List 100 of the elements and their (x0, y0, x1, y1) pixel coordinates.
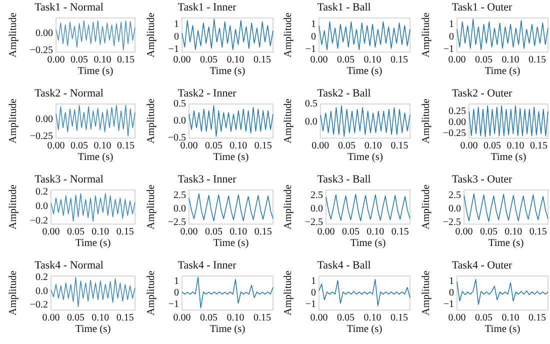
y-tick-label: 0.0 (310, 203, 324, 214)
y-tick-label: 0.00 (36, 28, 54, 39)
chart-title: Task1 - Ball (317, 2, 371, 14)
x-tick-label: 0.15 (116, 54, 134, 66)
y-tick-label: 0.00 (36, 114, 54, 125)
x-tick-label: 0.10 (501, 54, 519, 66)
line-series (56, 104, 136, 136)
line-series (181, 18, 273, 50)
line-series (456, 18, 548, 50)
x-tick-label: 0.10 (226, 54, 244, 66)
x-tick-label: 0.05 (337, 54, 355, 66)
x-tick-label: 0.05 (337, 312, 355, 324)
y-tick-label: −1 (442, 298, 454, 310)
x-axis-title: Time (s) (350, 238, 386, 249)
y-tick-label: 1 (174, 276, 178, 288)
line-series (50, 193, 136, 222)
x-tick-label: 0.10 (364, 140, 382, 152)
x-tick-label: 0.00 (460, 140, 478, 152)
line-series (188, 193, 273, 222)
x-axis-title: Time (s) (484, 324, 520, 335)
x-tick-label: 0.15 (528, 226, 546, 238)
x-tick-label: 0.15 (390, 312, 408, 324)
x-axis-title: Time (s) (212, 152, 249, 163)
y-tick-label: 2.5 (310, 190, 324, 201)
x-tick-label: 0.05 (338, 140, 356, 152)
y-axis-title: Amplitude (8, 184, 19, 230)
x-tick-label: 0.15 (529, 140, 547, 152)
chart-title: Task3 - Normal (34, 174, 104, 186)
x-tick-label: 0.05 (70, 140, 88, 152)
x-axis-title: Time (s) (75, 238, 112, 249)
y-tick-label: 0.25 (448, 106, 466, 118)
x-tick-label: 0.15 (390, 140, 408, 152)
x-tick-label: 0.10 (366, 226, 384, 238)
x-tick-label: 0.05 (342, 226, 360, 238)
y-axis-title: Amplitude (283, 184, 294, 230)
line-series (320, 105, 410, 137)
chart-title: Task1 - Outer (451, 2, 512, 14)
y-tick-label: 1 (311, 18, 316, 30)
y-tick-label: −2.5 (304, 216, 324, 228)
x-tick-label: 0.10 (226, 312, 244, 324)
y-tick-label: 0.2 (36, 186, 48, 198)
chart-title: Task2 - Ball (317, 88, 371, 100)
y-axis-title: Amplitude (283, 12, 294, 58)
y-axis-title: Amplitude (420, 12, 432, 58)
y-tick-label: 0.5 (173, 98, 186, 110)
x-tick-label: 0.10 (92, 312, 110, 324)
x-tick-label: 0.15 (116, 140, 134, 152)
y-tick-label: −0.25 (30, 45, 54, 56)
x-tick-label: 0.05 (200, 54, 218, 66)
line-series (318, 279, 410, 306)
x-axis-title: Time (s) (484, 66, 520, 77)
x-tick-label: 0.10 (364, 54, 382, 66)
x-axis-title: Time (s) (78, 152, 114, 163)
y-axis-title: Amplitude (146, 184, 156, 230)
x-tick-label: 0.05 (200, 312, 218, 324)
y-tick-label: 0.0 (304, 116, 318, 128)
y-tick-label: 0.0 (173, 116, 186, 127)
x-tick-label: 0.15 (116, 312, 134, 324)
y-tick-label: 0 (448, 31, 454, 42)
x-tick-label: 0.15 (254, 226, 272, 238)
y-tick-label: −1 (168, 44, 178, 56)
chart-title: Task1 - Normal (34, 2, 104, 14)
x-tick-label: 0.00 (47, 140, 65, 152)
y-axis-title: Amplitude (146, 12, 156, 58)
chart-title: Task4 - Ball (317, 260, 371, 272)
y-tick-label: 0 (311, 288, 316, 299)
y-axis-title: Amplitude (8, 98, 19, 144)
x-tick-label: 0.10 (92, 226, 110, 238)
x-tick-label: 0.15 (253, 54, 271, 66)
y-tick-label: 1 (174, 18, 178, 30)
y-tick-label: 1 (448, 276, 454, 288)
y-tick-label: 1 (448, 18, 454, 30)
y-axis-title: Amplitude (420, 270, 432, 316)
x-tick-label: 0.10 (506, 140, 524, 152)
x-tick-label: 0.10 (94, 54, 112, 66)
y-tick-label: −0.25 (442, 128, 466, 140)
y-tick-label: −1 (168, 298, 178, 310)
x-axis-title: Time (s) (209, 324, 246, 335)
chart-title: Task4 - Inner (177, 260, 236, 272)
chart-title: Task2 - Inner (177, 88, 236, 100)
x-axis-title: Time (s) (75, 324, 112, 335)
chart-title: Task2 - Outer (451, 88, 512, 100)
y-tick-label: 0.0 (173, 203, 186, 214)
x-axis-title: Time (s) (347, 152, 384, 163)
chart-title: Task4 - Outer (451, 260, 512, 272)
y-axis-title: Amplitude (420, 98, 432, 144)
x-tick-label: 0.15 (391, 226, 409, 238)
x-tick-label: 0.05 (66, 312, 84, 324)
y-tick-label: 0 (174, 288, 178, 299)
x-tick-label: 0.10 (364, 312, 382, 324)
x-axis-title: Time (s) (488, 238, 524, 249)
x-tick-label: 0.15 (390, 54, 408, 66)
x-tick-label: 0.10 (504, 226, 522, 238)
y-tick-label: 1 (311, 276, 316, 288)
x-tick-label: 0.10 (229, 226, 247, 238)
x-tick-label: 0.05 (474, 54, 492, 66)
x-tick-label: 0.10 (501, 312, 519, 324)
x-tick-label: 0.05 (66, 226, 84, 238)
y-tick-label: −1 (442, 44, 454, 56)
x-tick-label: 0.15 (253, 312, 271, 324)
